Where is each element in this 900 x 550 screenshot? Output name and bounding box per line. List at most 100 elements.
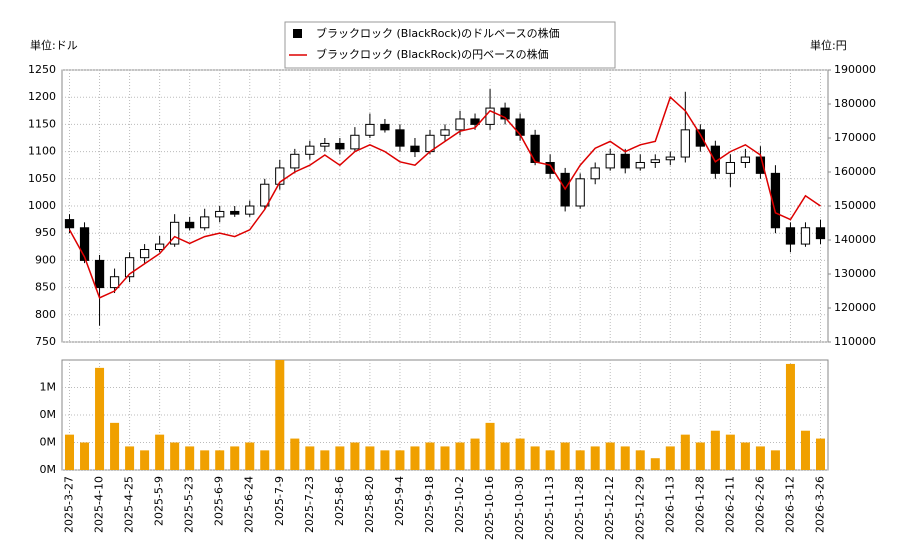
volume-bar bbox=[515, 438, 525, 470]
y-tick-label: 1150 bbox=[28, 117, 56, 130]
candle-body bbox=[725, 161, 736, 174]
x-tick-label: 2025-12-29 bbox=[633, 476, 646, 540]
volume-bar bbox=[530, 446, 540, 470]
legend bbox=[284, 21, 616, 69]
volume-bar bbox=[725, 434, 735, 470]
candle-body bbox=[665, 156, 675, 161]
x-tick-label: 2025-4-10 bbox=[93, 476, 106, 533]
x-tick-label: 2026-1-13 bbox=[663, 476, 676, 533]
candle-body bbox=[500, 107, 510, 120]
candle-body bbox=[109, 276, 120, 289]
legend-label: ブラックロック (BlackRock)のドルベースの株価 bbox=[316, 26, 560, 40]
volume-bar bbox=[635, 450, 645, 470]
candle-body bbox=[215, 210, 225, 218]
volume-bar bbox=[230, 446, 240, 470]
volume-bar bbox=[545, 450, 555, 470]
x-tick-label: 2025-6-24 bbox=[243, 476, 256, 533]
y2-tick-label: 130000 bbox=[834, 267, 876, 280]
volume-bar bbox=[485, 422, 495, 470]
candle-body bbox=[590, 167, 600, 180]
volume-bar bbox=[245, 442, 255, 470]
candle-body bbox=[230, 210, 240, 215]
candle-body bbox=[335, 142, 345, 150]
volume-bar bbox=[380, 450, 390, 470]
x-tick-label: 2025-7-23 bbox=[303, 476, 316, 533]
volume-bar bbox=[560, 442, 570, 470]
candle-body bbox=[139, 249, 150, 259]
volume-bar bbox=[455, 442, 465, 470]
x-tick-label: 2025-9-18 bbox=[423, 476, 436, 533]
candle-body bbox=[395, 129, 405, 147]
y-tick-label: 0M bbox=[40, 436, 57, 449]
x-tick-label: 2026-3-12 bbox=[783, 476, 796, 533]
y2-tick-label: 180000 bbox=[834, 97, 876, 110]
candle-body bbox=[740, 156, 751, 163]
volume-bar bbox=[365, 446, 375, 470]
volume-bar bbox=[290, 438, 300, 470]
candle-body bbox=[154, 243, 165, 251]
volume-bar bbox=[335, 446, 345, 470]
volume-bar bbox=[440, 446, 450, 470]
candle-body bbox=[94, 259, 105, 289]
y-tick-label: 900 bbox=[35, 253, 56, 266]
y-unit: 単位:ドル bbox=[30, 38, 78, 52]
candle-body bbox=[380, 123, 390, 131]
y-tick-label: 1M bbox=[40, 381, 57, 394]
candle-body bbox=[785, 227, 796, 245]
candle-body bbox=[185, 221, 195, 229]
candle-body bbox=[605, 153, 615, 169]
candle-body bbox=[410, 145, 420, 153]
volume-bar bbox=[695, 442, 705, 470]
y-tick-label: 1000 bbox=[28, 199, 56, 212]
candle-body bbox=[515, 118, 525, 136]
x-tick-label: 2025-10-2 bbox=[453, 476, 466, 533]
price-line bbox=[68, 95, 821, 299]
volume-bar bbox=[680, 434, 690, 470]
volume-bar bbox=[710, 430, 720, 470]
candle-body bbox=[680, 129, 690, 158]
volume-bar bbox=[350, 442, 360, 470]
candle-body bbox=[620, 153, 630, 169]
volume-bar bbox=[605, 442, 615, 470]
x-tick-label: 2025-8-20 bbox=[363, 476, 376, 533]
x-tick-label: 2026-3-26 bbox=[813, 476, 826, 533]
y-tick-label: 950 bbox=[35, 226, 56, 239]
x-tick-label: 2025-8-6 bbox=[333, 476, 346, 526]
volume-bar bbox=[500, 442, 510, 470]
volume-bar bbox=[755, 446, 765, 470]
volume-bar bbox=[470, 438, 480, 470]
volume-bar bbox=[320, 450, 330, 470]
volume-bar bbox=[260, 450, 270, 470]
legend-label: ブラックロック (BlackRock)の円ベースの株価 bbox=[316, 47, 549, 61]
y-tick-label: 1050 bbox=[28, 172, 56, 185]
x-tick-label: 2025-12-12 bbox=[603, 476, 616, 540]
candle-body bbox=[124, 257, 135, 278]
y2-tick-label: 150000 bbox=[834, 199, 876, 212]
candle-body bbox=[365, 123, 375, 136]
volume-bar bbox=[275, 360, 285, 470]
x-tick-label: 2025-4-25 bbox=[123, 476, 136, 533]
candle-body bbox=[290, 153, 300, 169]
x-tick-label: 2025-3-27 bbox=[63, 476, 76, 533]
volume-bar bbox=[740, 442, 750, 470]
candle-body bbox=[815, 227, 826, 240]
volume-bar bbox=[140, 450, 150, 470]
volume-bar bbox=[80, 442, 90, 470]
volume-bar bbox=[575, 450, 585, 470]
volume-bar bbox=[215, 450, 225, 470]
volume-bar bbox=[200, 450, 210, 470]
y2-tick-label: 190000 bbox=[834, 63, 876, 76]
volume-bar bbox=[410, 446, 420, 470]
x-tick-label: 2025-6-9 bbox=[213, 476, 226, 526]
candle-body bbox=[79, 227, 90, 261]
y-tick-label: 850 bbox=[35, 281, 56, 294]
candle-body bbox=[200, 216, 210, 229]
candle-body bbox=[530, 134, 540, 163]
x-tick-label: 2025-5-23 bbox=[183, 476, 196, 533]
candle-body bbox=[650, 159, 660, 163]
y2-tick-label: 170000 bbox=[834, 131, 876, 144]
candle-body bbox=[575, 178, 585, 207]
volume-bar bbox=[770, 450, 780, 470]
volume-bar bbox=[650, 458, 660, 470]
y2-tick-label: 140000 bbox=[834, 233, 876, 246]
